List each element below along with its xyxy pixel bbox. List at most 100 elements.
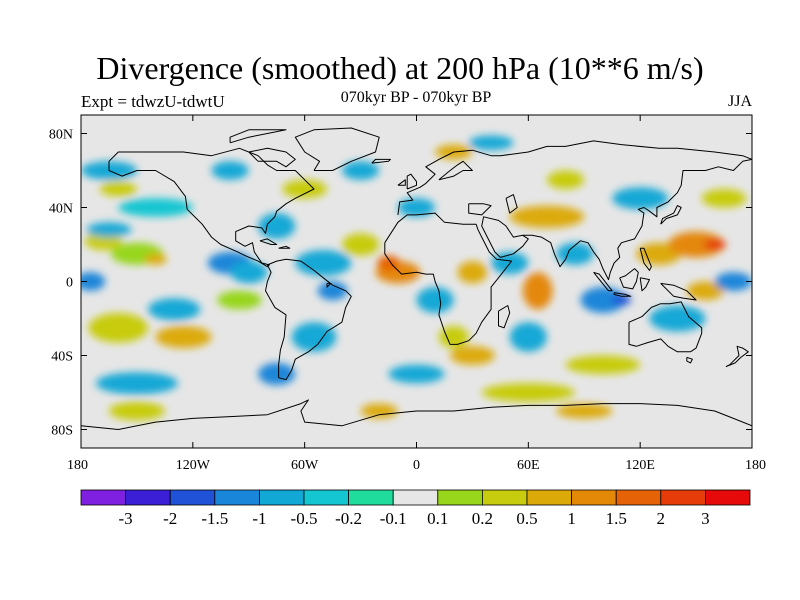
colorbar-swatch	[125, 489, 171, 506]
coastline-23	[229, 129, 287, 144]
field-blob-36	[668, 231, 725, 258]
field-blob-39	[686, 281, 725, 301]
coastline-14	[639, 277, 650, 292]
colorbar-label: 0.2	[472, 509, 493, 528]
field-blob-31	[509, 205, 585, 228]
coastline-16	[639, 247, 652, 271]
colorbar-label: -0.5	[291, 509, 318, 528]
colorbar-label: -3	[119, 509, 133, 528]
colorbar-label: -1	[252, 509, 266, 528]
field-blob-23	[377, 255, 400, 271]
field-blob-27	[457, 261, 488, 284]
colorbar-label: -1.5	[201, 509, 228, 528]
coastline-12	[613, 292, 632, 297]
field-blob-49	[547, 170, 585, 190]
field-blob-51	[342, 161, 380, 180]
field-blob-38	[649, 305, 706, 332]
y-tick-label: 0	[66, 276, 73, 291]
coastline-13	[619, 268, 639, 290]
field-blob-48	[468, 135, 514, 151]
coastline-8	[660, 205, 682, 225]
field-blob-19	[291, 322, 337, 352]
field-blob-14	[217, 290, 262, 310]
field-blob-18	[317, 281, 348, 301]
colorbar-swatch	[303, 489, 349, 506]
colorbar-label: -2	[163, 509, 177, 528]
coastline-4	[384, 212, 513, 345]
field-blob-24	[416, 287, 454, 313]
field-blob-41	[701, 189, 747, 208]
x-tick-label: 60E	[517, 458, 540, 473]
colorbar-swatch	[615, 489, 662, 506]
coastline-7	[522, 158, 752, 281]
y-tick-label: 40N	[49, 202, 73, 217]
colorbar-swatch	[258, 489, 305, 506]
colorbar: -3 -2 -1.5 -1 -0.5 -0.2 -0.1 0.1 0.2 0.5 1 1.5 2 3	[80, 489, 751, 528]
field-blob-11	[99, 181, 137, 197]
field-blob-5	[148, 298, 201, 321]
coastline-26	[326, 282, 332, 288]
colorbar-label: -0.1	[380, 509, 407, 528]
colorbar-swatch	[526, 489, 572, 506]
axis-ticks: 180 120W 60W 0 60E 120E 180 80N 40N 0 40S 80S	[49, 115, 766, 473]
x-tick-label: 180	[745, 458, 766, 473]
coastline-24	[259, 238, 278, 245]
field-blob-21	[342, 233, 380, 256]
experiment-label: Expt = tdwzU-tdwtU	[81, 92, 225, 111]
field-blob-30	[509, 322, 547, 352]
colorbar-label: 1.5	[606, 509, 627, 528]
coastline-0	[108, 147, 315, 268]
colorbar-swatch	[214, 489, 260, 506]
field-blob-26	[450, 346, 495, 365]
field-blob-54	[81, 272, 106, 291]
colorbar-label: 2	[657, 509, 666, 528]
x-tick-label: 120E	[625, 458, 655, 473]
field-blob-40	[612, 187, 669, 210]
x-tick-label: 120W	[176, 458, 211, 473]
colorbar-swatch	[392, 489, 439, 506]
coastline-11	[593, 271, 613, 292]
coastline-3	[397, 140, 752, 215]
field-blob-17	[295, 250, 352, 276]
colorbar-swatch	[80, 489, 126, 506]
field-blob-50	[211, 161, 249, 180]
field-blob-25	[438, 325, 469, 349]
y-tick-label: 80N	[49, 128, 73, 143]
field-blob-3	[86, 222, 132, 238]
coastline-27	[438, 160, 473, 181]
colorbar-label: -0.2	[335, 509, 362, 528]
coastline-17	[725, 345, 749, 368]
field-blob-52	[397, 198, 436, 217]
coastline-2	[265, 258, 352, 381]
field-blob-1	[144, 253, 167, 265]
field-blob-34	[612, 294, 631, 306]
coastline-21	[81, 399, 752, 430]
coastline-18	[406, 173, 417, 190]
map-background	[81, 115, 752, 448]
divergence-field	[81, 135, 752, 421]
colorbar-swatch	[437, 489, 483, 506]
colorbar-swatch	[481, 489, 528, 506]
field-blob-15	[258, 213, 296, 239]
coastline-25	[278, 245, 291, 249]
coastline-19	[397, 179, 406, 186]
field-blob-45	[360, 403, 398, 419]
coastlines	[81, 127, 752, 430]
x-tick-label: 180	[67, 458, 88, 473]
field-blob-44	[388, 364, 445, 384]
colorbar-swatch	[705, 489, 751, 506]
field-blob-37	[703, 239, 726, 250]
coastline-5	[498, 305, 511, 329]
y-tick-label: 80S	[51, 424, 73, 439]
x-tick-label: 0	[413, 458, 420, 473]
coastline-15	[660, 282, 697, 301]
chart-subtitle: 070kyr BP - 070kyr BP	[340, 89, 492, 106]
field-blob-13	[230, 261, 268, 284]
coastline-22	[248, 147, 296, 168]
coastline-28	[468, 203, 492, 216]
coastline-29	[505, 194, 518, 214]
coastline-1	[294, 127, 380, 171]
colorbar-swatch	[169, 489, 216, 506]
coastline-10	[686, 356, 693, 364]
